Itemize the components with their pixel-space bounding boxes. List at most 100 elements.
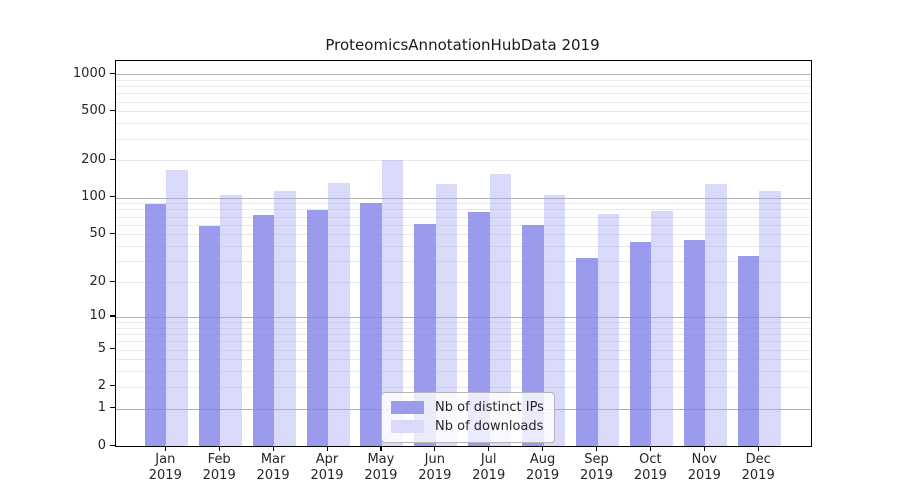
bar-distinct-ips-may — [360, 203, 382, 446]
x-tick-label-aug: Aug 2019 — [526, 452, 560, 483]
x-tick-jul — [488, 446, 490, 452]
x-tick-sep — [596, 446, 598, 452]
bar-downloads-jun — [435, 184, 458, 446]
minor-gridline-80 — [116, 209, 811, 211]
minor-gridline-600 — [116, 101, 811, 103]
minor-gridline-50 — [116, 234, 811, 236]
legend: Nb of distinct IPs Nb of downloads — [381, 392, 555, 443]
x-tick-label-sep: Sep 2019 — [579, 452, 614, 483]
minor-gridline-9 — [116, 322, 811, 323]
major-gridline-100 — [116, 197, 811, 199]
x-tick-dec — [757, 446, 759, 452]
y-tick-label-500: 500 — [81, 102, 106, 118]
minor-gridline-400 — [116, 123, 811, 125]
x-tick-apr — [326, 446, 328, 452]
bar-downloads-mar — [274, 190, 296, 446]
legend-item-downloads: Nb of downloads — [391, 417, 544, 436]
x-tick-jan — [164, 446, 166, 452]
bar-distinct-ips-aug — [522, 224, 544, 446]
minor-gridline-300 — [116, 138, 811, 140]
bar-downloads-jan — [166, 170, 188, 446]
x-tick-feb — [218, 446, 220, 452]
x-tick-aug — [542, 446, 544, 452]
y-tick-100 — [110, 196, 115, 198]
major-gridline-1000 — [116, 74, 811, 75]
minor-gridline-30 — [116, 261, 811, 263]
y-tick-50 — [110, 232, 115, 234]
x-tick-label-may: May 2019 — [364, 452, 398, 483]
legend-swatch-distinct-ips-icon — [391, 401, 424, 414]
minor-gridline-2 — [116, 386, 811, 388]
y-tick-label-10: 10 — [89, 308, 106, 324]
minor-gridline-500 — [116, 111, 811, 113]
x-tick-may — [380, 446, 382, 452]
x-tick-label-jan: Jan 2019 — [148, 452, 182, 483]
bar-distinct-ips-feb — [198, 226, 221, 446]
x-tick-mar — [272, 446, 274, 452]
x-tick-jun — [434, 446, 436, 452]
bar-distinct-ips-mar — [252, 215, 275, 446]
bar-downloads-apr — [328, 182, 350, 446]
y-tick-label-100: 100 — [81, 189, 106, 204]
bar-distinct-ips-apr — [306, 210, 328, 446]
y-tick-label-2: 2 — [97, 378, 106, 394]
bar-distinct-ips-jul — [468, 212, 490, 446]
x-tick-label-apr: Apr 2019 — [310, 452, 344, 483]
y-tick-label-1: 1 — [97, 400, 106, 416]
minor-gridline-90 — [116, 203, 811, 205]
y-tick-20 — [110, 280, 115, 282]
y-tick-label-200: 200 — [81, 151, 106, 167]
legend-item-distinct-ips: Nb of distinct IPs — [391, 398, 544, 417]
y-tick-500 — [110, 109, 115, 111]
bar-downloads-dec — [759, 191, 781, 446]
bar-distinct-ips-oct — [629, 242, 652, 446]
y-tick-200 — [110, 158, 115, 161]
y-tick-label-5: 5 — [97, 341, 106, 356]
bar-distinct-ips-nov — [683, 239, 706, 446]
minor-gridline-5 — [116, 349, 811, 351]
minor-gridline-900 — [116, 79, 811, 81]
minor-gridline-4 — [116, 359, 811, 361]
minor-gridline-800 — [116, 86, 811, 87]
y-tick-label-20: 20 — [89, 273, 106, 289]
legend-swatch-downloads-icon — [391, 420, 424, 433]
y-tick-label-0: 0 — [97, 437, 106, 453]
minor-gridline-6 — [116, 341, 811, 343]
y-tick-1 — [110, 407, 115, 409]
x-tick-label-feb: Feb 2019 — [202, 452, 236, 483]
legend-label-distinct-ips: Nb of distinct IPs — [435, 400, 544, 415]
bar-downloads-sep — [597, 213, 619, 446]
bar-distinct-ips-jan — [144, 204, 167, 446]
x-tick-label-mar: Mar 2019 — [256, 452, 290, 483]
y-tick-label-1000: 1000 — [72, 65, 106, 81]
x-tick-label-nov: Nov 2019 — [687, 452, 721, 483]
minor-gridline-20 — [116, 282, 811, 284]
y-tick-1000 — [110, 72, 115, 74]
bar-downloads-aug — [543, 195, 566, 446]
plot-area: Nb of distinct IPs Nb of downloads — [115, 60, 812, 447]
x-tick-label-dec: Dec 2019 — [741, 452, 775, 483]
bar-downloads-jul — [489, 174, 512, 446]
y-tick-10 — [110, 315, 115, 317]
y-tick-2 — [110, 385, 115, 387]
minor-gridline-70 — [116, 216, 811, 218]
y-tick-5 — [110, 348, 115, 350]
bar-downloads-nov — [705, 183, 727, 446]
x-tick-oct — [649, 446, 652, 452]
x-tick-label-jul: Jul 2019 — [472, 452, 506, 483]
bar-downloads-may — [381, 159, 404, 446]
y-tick-0 — [110, 444, 115, 446]
minor-gridline-700 — [116, 93, 811, 95]
y-tick-label-50: 50 — [89, 225, 106, 241]
bar-downloads-oct — [651, 211, 673, 446]
minor-gridline-7 — [116, 334, 811, 335]
minor-gridline-3 — [116, 371, 811, 373]
x-tick-nov — [703, 446, 705, 452]
major-gridline-10 — [116, 316, 811, 318]
minor-gridline-40 — [116, 246, 811, 247]
bar-distinct-ips-dec — [737, 256, 760, 446]
minor-gridline-8 — [116, 327, 811, 329]
bar-downloads-feb — [220, 194, 242, 446]
chart-title: ProteomicsAnnotationHubData 2019 — [325, 36, 600, 54]
